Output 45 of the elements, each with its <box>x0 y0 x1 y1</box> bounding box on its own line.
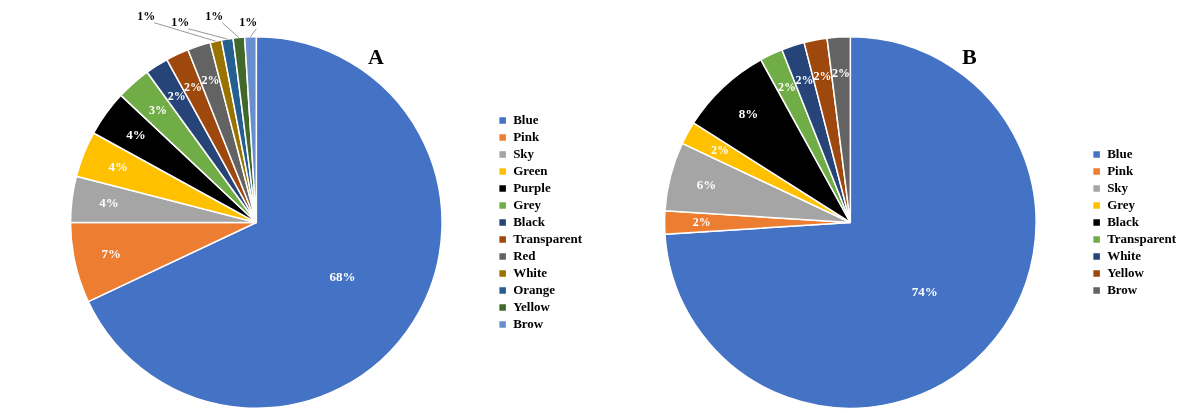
data-label: 1% <box>171 14 190 29</box>
legend-label: Sky <box>513 145 535 161</box>
data-label: 4% <box>108 159 128 175</box>
legend-label: Orange <box>513 281 556 297</box>
data-label: 2% <box>184 80 203 95</box>
legend-label: White <box>513 264 548 280</box>
data-label: 4% <box>126 126 146 142</box>
data-label: 2% <box>778 80 797 95</box>
legend-label: Transparent <box>1107 230 1177 246</box>
legend-label: Green <box>513 162 549 178</box>
data-label: 1% <box>137 8 156 23</box>
data-label: 2% <box>711 143 730 158</box>
legend-label: Blue <box>513 111 539 127</box>
legend-label: Transparent <box>513 230 583 246</box>
data-label: 7% <box>101 246 122 262</box>
data-label: 1% <box>239 14 258 29</box>
legend-label: Sky <box>1107 179 1129 195</box>
legend-label: Pink <box>513 128 540 144</box>
legend-label: Brow <box>513 315 544 331</box>
legend-label: White <box>1107 247 1142 263</box>
data-label: 2% <box>692 214 711 229</box>
data-label: 68% <box>329 268 356 284</box>
data-label: 2% <box>813 68 832 83</box>
text: A <box>368 44 384 70</box>
legend-label: Grey <box>513 196 542 212</box>
legend-label: Red <box>513 247 537 263</box>
data-label: 2% <box>795 73 814 88</box>
data-label: 6% <box>696 176 717 192</box>
data-label: 3% <box>149 103 168 118</box>
legend-label: Yellow <box>513 298 551 314</box>
data-label: 2% <box>201 73 220 88</box>
legend-label: Black <box>1107 213 1140 229</box>
chart-title: B <box>962 44 977 70</box>
data-label: 4% <box>99 195 119 211</box>
data-label: 74% <box>911 283 938 299</box>
legend-label: Grey <box>1107 196 1136 212</box>
data-label: 2% <box>831 66 850 81</box>
data-label: 1% <box>205 8 224 23</box>
legend-label: Purple <box>513 179 551 195</box>
legend-label: Blue <box>1107 145 1133 161</box>
legend-label: Yellow <box>1107 264 1145 280</box>
data-label: 8% <box>738 105 759 121</box>
legend-label: Black <box>513 213 546 229</box>
legend-label: Brow <box>1107 281 1138 297</box>
legend-label: Pink <box>1107 162 1134 178</box>
